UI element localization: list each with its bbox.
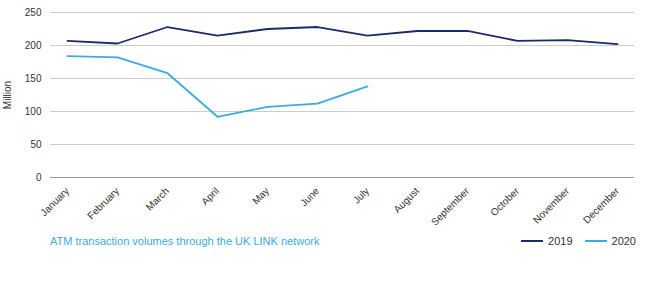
svg-text:May: May [250,185,271,206]
svg-text:April: April [199,185,221,207]
html-text:2019: 2019 [548,235,573,247]
svg-text:September: September [429,185,472,228]
svg-text:March: March [144,185,171,212]
svg-text:150: 150 [25,73,42,84]
svg-text:October: October [488,185,521,218]
svg-text:100: 100 [25,106,42,117]
svg-text:February: February [85,185,121,221]
svg-text:250: 250 [25,7,42,18]
svg-text:January: January [38,185,71,218]
svg-text:July: July [351,185,371,205]
html-text:ATM transaction volumes throug: ATM transaction volumes through the UK L… [50,235,320,247]
svg-text:June: June [298,185,321,208]
svg-text:August: August [391,185,421,215]
svg-text:50: 50 [30,139,42,150]
svg-text:0: 0 [36,172,42,183]
svg-text:November: November [531,185,572,226]
svg-text:200: 200 [25,40,42,51]
svg-text:December: December [581,185,622,226]
html-text:2020: 2020 [611,235,636,247]
svg-text:Million: Million [2,81,13,109]
